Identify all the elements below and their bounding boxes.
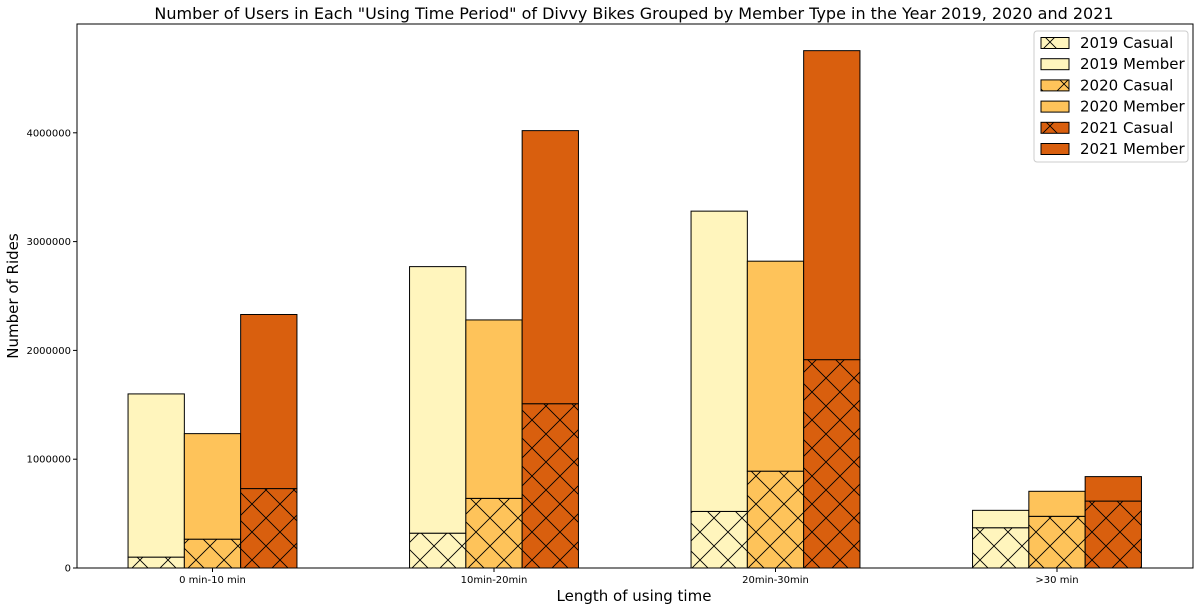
legend-label: 2021 Casual <box>1080 119 1173 137</box>
x-tick-label: 0 min-10 min <box>179 575 246 586</box>
legend-swatch-2019-member <box>1040 58 1070 71</box>
bar-member-2021 <box>240 313 298 490</box>
bar-member-2019 <box>690 210 748 512</box>
y-tick-label: 1000000 <box>26 455 71 466</box>
bar-member-2020 <box>746 260 805 472</box>
bar-casual-hatch-2020 <box>183 538 242 569</box>
x-axis-label: Length of using time <box>557 587 712 605</box>
legend: 2019 Casual 2019 Member 2020 Casual 2020 Me… <box>1033 30 1189 163</box>
y-tick-label: 4000000 <box>26 128 71 139</box>
bar-casual-hatch-2021 <box>521 403 579 569</box>
bar-casual-hatch-2019 <box>127 556 185 569</box>
legend-label: 2019 Casual <box>1080 34 1173 52</box>
y-tick-label: 2000000 <box>26 346 71 357</box>
legend-label: 2020 Casual <box>1080 76 1173 94</box>
bar-member-2021 <box>803 50 861 361</box>
legend-swatch-hatch-2020 <box>1040 79 1070 92</box>
legend-swatch-2020-member <box>1040 100 1070 113</box>
legend-swatch-2021-member <box>1040 143 1070 155</box>
bar-casual-hatch-2019 <box>409 532 467 569</box>
bar-member-2019 <box>972 509 1030 529</box>
x-tick-label: >30 min <box>1035 575 1078 586</box>
bar-casual-hatch-2020 <box>465 497 523 569</box>
x-tick-label: 10min-20min <box>461 575 528 586</box>
bar-casual-hatch-2021 <box>240 488 298 569</box>
bar-member-2020 <box>465 319 523 499</box>
bar-casual-hatch-2021 <box>1084 500 1142 569</box>
bar-casual-hatch-2019 <box>690 510 748 569</box>
legend-label: 2019 Member <box>1080 55 1185 73</box>
legend-box <box>1033 30 1189 163</box>
y-tick-label: 0 <box>65 564 71 575</box>
bar-casual-hatch-2021 <box>803 359 861 569</box>
plot-area <box>127 50 1142 569</box>
legend-swatch-hatch-2019 <box>1040 37 1070 49</box>
bar-member-2020 <box>1028 490 1086 517</box>
x-tick-label: 20min-30min <box>742 575 809 586</box>
bar-member-2019 <box>127 393 185 558</box>
legend-label: 2021 Member <box>1080 140 1185 158</box>
bar-casual-hatch-2020 <box>746 470 805 569</box>
bar-member-2020 <box>183 433 242 540</box>
bar-member-2021 <box>1084 476 1142 502</box>
bar-member-2019 <box>409 266 467 534</box>
bar-member-2021 <box>521 130 579 405</box>
y-tick-label: 3000000 <box>26 237 71 248</box>
chart-title: Number of Users in Each "Using Time Peri… <box>154 4 1113 23</box>
axes: 0 1000000 2000000 3000000 4000000 0 min-10 mi… <box>26 128 1078 586</box>
y-axis-label: Number of Rides <box>4 233 22 359</box>
legend-label: 2020 Member <box>1080 98 1185 116</box>
bar-casual-hatch-2019 <box>972 527 1030 569</box>
bar-casual-hatch-2020 <box>1028 515 1086 569</box>
legend-swatch-hatch-2021 <box>1040 121 1070 134</box>
plot-frame <box>76 23 1194 569</box>
